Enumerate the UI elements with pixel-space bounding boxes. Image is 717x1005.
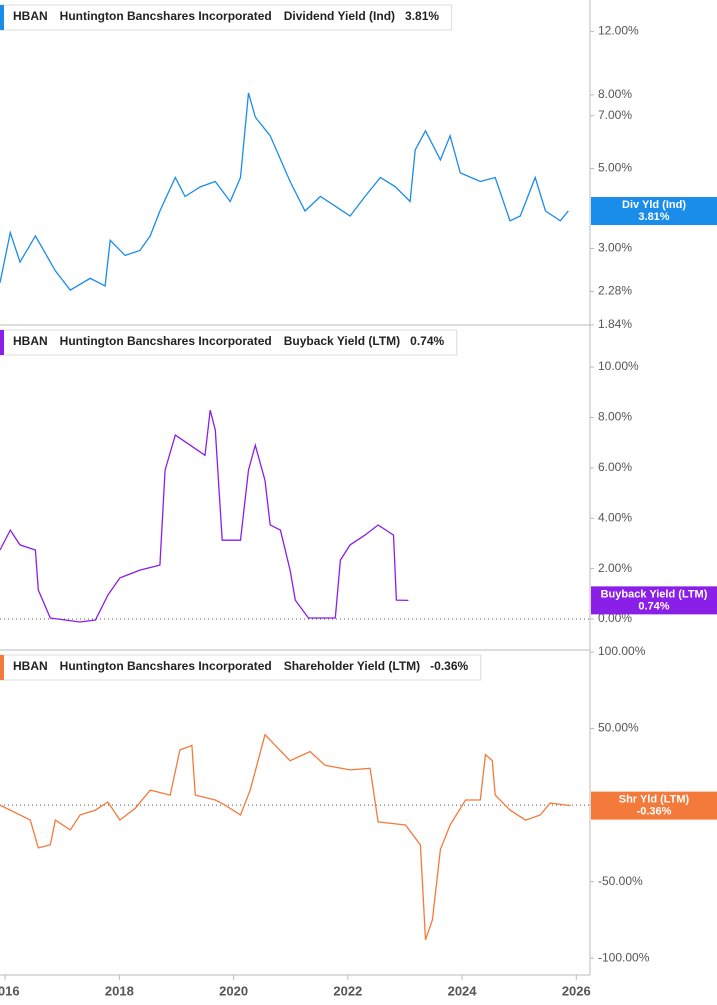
legend-series-name: Buyback Yield (LTM) bbox=[284, 334, 400, 348]
y-tick-label: 4.00% bbox=[598, 510, 632, 524]
y-tick-label: 2.00% bbox=[598, 561, 632, 575]
company-name: Huntington Bancshares Incorporated bbox=[60, 9, 272, 23]
legend-color bbox=[0, 655, 4, 680]
y-tick-label: 12.00% bbox=[598, 24, 639, 38]
y-tick-label: 2.28% bbox=[598, 284, 632, 298]
ticker: HBAN bbox=[13, 334, 48, 348]
ticker: HBAN bbox=[13, 9, 48, 23]
badge-value: 3.81% bbox=[638, 211, 669, 223]
badge-value: -0.36% bbox=[637, 806, 672, 818]
x-tick-label: 2024 bbox=[448, 983, 478, 998]
legend-color bbox=[0, 5, 4, 30]
series-line bbox=[0, 410, 409, 623]
value-badge bbox=[591, 586, 717, 615]
legend-value: 0.74% bbox=[410, 334, 444, 348]
ticker: HBAN bbox=[13, 659, 48, 673]
badge-label: Shr Yld (LTM) bbox=[619, 794, 690, 806]
value-badge bbox=[591, 791, 717, 820]
y-tick-label: 1.84% bbox=[598, 317, 632, 331]
legend-value: 3.81% bbox=[405, 9, 439, 23]
y-tick-label: 0.00% bbox=[598, 611, 632, 625]
y-tick-label: -50.00% bbox=[598, 874, 643, 888]
company-name: Huntington Bancshares Incorporated bbox=[60, 334, 272, 348]
y-tick-label: 7.00% bbox=[598, 108, 632, 122]
series-line bbox=[0, 92, 569, 291]
legend-header: HBAN Huntington Bancshares Incorporated Bu… bbox=[0, 329, 458, 356]
legend-header: HBAN Huntington Bancshares Incorporated Di… bbox=[0, 4, 453, 31]
legend-value: -0.36% bbox=[430, 659, 468, 673]
legend-color bbox=[0, 330, 4, 355]
y-tick-label: 10.00% bbox=[598, 359, 639, 373]
y-tick-label: 100.00% bbox=[598, 644, 646, 658]
badge-value: 0.74% bbox=[638, 600, 669, 612]
y-tick-label: 8.00% bbox=[598, 87, 632, 101]
badge-label: Buyback Yield (LTM) bbox=[601, 588, 708, 600]
company-name: Huntington Bancshares Incorporated bbox=[60, 659, 272, 673]
value-badge bbox=[591, 197, 717, 226]
x-tick-label: 2026 bbox=[562, 983, 591, 998]
y-tick-label: 8.00% bbox=[598, 410, 632, 424]
badge-label: Div Yld (Ind) bbox=[622, 199, 686, 211]
y-tick-label: 50.00% bbox=[598, 721, 639, 735]
legend-series-name: Shareholder Yield (LTM) bbox=[284, 659, 420, 673]
y-tick-label: 3.00% bbox=[598, 241, 632, 255]
y-tick-label: -100.00% bbox=[598, 950, 650, 964]
legend-box bbox=[0, 4, 453, 31]
x-tick-label: 2020 bbox=[219, 983, 248, 998]
legend-box bbox=[0, 329, 458, 356]
legend-series-name: Dividend Yield (Ind) bbox=[284, 9, 395, 23]
x-tick-label: 2022 bbox=[333, 983, 362, 998]
legend-header: HBAN Huntington Bancshares Incorporated Sh… bbox=[0, 654, 482, 681]
x-tick-label: 2016 bbox=[0, 983, 20, 998]
x-tick-label: 2018 bbox=[105, 983, 134, 998]
y-tick-label: 6.00% bbox=[598, 460, 632, 474]
series-line bbox=[0, 733, 571, 941]
y-tick-label: 5.00% bbox=[598, 161, 632, 175]
